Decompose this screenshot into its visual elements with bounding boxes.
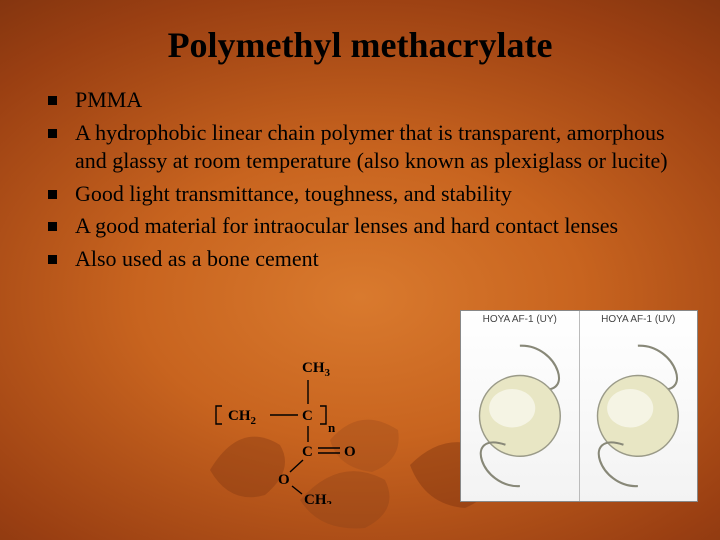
- list-item: A good material for intraocular lenses a…: [48, 212, 690, 241]
- slide-title: Polymethyl methacrylate: [0, 0, 720, 86]
- bullet-text: A hydrophobic linear chain polymer that …: [75, 119, 690, 176]
- svg-text:C: C: [302, 444, 313, 460]
- bullet-icon: [48, 129, 57, 138]
- svg-text:CH3: CH3: [302, 360, 331, 379]
- bullet-text: A good material for intraocular lenses a…: [75, 212, 618, 241]
- lens-panel-right: HOYA AF-1 (UV): [579, 311, 698, 501]
- lens-drawing-left: [467, 331, 573, 496]
- list-item: Good light transmittance, toughness, and…: [48, 180, 690, 209]
- lens-figure: HOYA AF-1 (UY) HOYA AF-1 (UV): [460, 310, 698, 502]
- lens-drawing-right: [585, 331, 691, 496]
- bullet-icon: [48, 190, 57, 199]
- svg-text:O: O: [278, 472, 290, 488]
- bullet-text: Good light transmittance, toughness, and…: [75, 180, 512, 209]
- figures-region: CH3 CH2 C n C O O CH3 HOYA AF-1 (UY): [0, 322, 720, 522]
- bullet-text: Also used as a bone cement: [75, 245, 319, 274]
- lens-label-left: HOYA AF-1 (UY): [461, 314, 579, 325]
- list-item: PMMA: [48, 86, 690, 115]
- svg-text:n: n: [328, 420, 336, 435]
- bullet-icon: [48, 96, 57, 105]
- list-item: A hydrophobic linear chain polymer that …: [48, 119, 690, 176]
- bullet-text: PMMA: [75, 86, 142, 115]
- svg-text:CH3: CH3: [304, 492, 333, 504]
- bullet-list: PMMA A hydrophobic linear chain polymer …: [0, 86, 720, 274]
- svg-text:O: O: [344, 444, 356, 460]
- bullet-icon: [48, 222, 57, 231]
- chemical-structure: CH3 CH2 C n C O O CH3: [200, 354, 400, 504]
- bullet-icon: [48, 255, 57, 264]
- lens-label-right: HOYA AF-1 (UV): [580, 314, 698, 325]
- lens-panel-left: HOYA AF-1 (UY): [461, 311, 579, 501]
- svg-text:C: C: [302, 408, 313, 424]
- list-item: Also used as a bone cement: [48, 245, 690, 274]
- svg-text:CH2: CH2: [228, 408, 257, 427]
